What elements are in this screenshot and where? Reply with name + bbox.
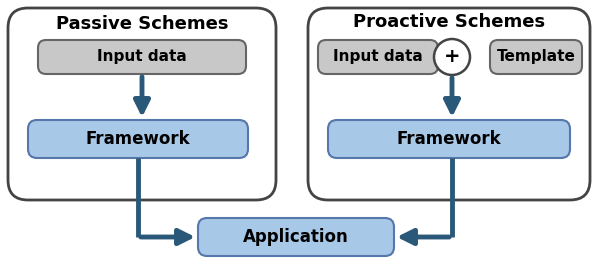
Text: Framework: Framework (86, 130, 190, 148)
FancyBboxPatch shape (198, 218, 394, 256)
Text: Passive Schemes: Passive Schemes (56, 15, 228, 33)
Text: +: + (444, 48, 460, 66)
FancyBboxPatch shape (308, 8, 590, 200)
Text: Template: Template (496, 49, 575, 64)
FancyBboxPatch shape (38, 40, 246, 74)
FancyBboxPatch shape (490, 40, 582, 74)
FancyBboxPatch shape (8, 8, 276, 200)
FancyBboxPatch shape (28, 120, 248, 158)
Text: Input data: Input data (333, 49, 423, 64)
Ellipse shape (434, 39, 470, 75)
FancyBboxPatch shape (318, 40, 438, 74)
Text: Application: Application (243, 228, 349, 246)
Text: Proactive Schemes: Proactive Schemes (353, 13, 545, 31)
Text: Input data: Input data (97, 49, 187, 64)
FancyBboxPatch shape (328, 120, 570, 158)
Text: Framework: Framework (396, 130, 501, 148)
